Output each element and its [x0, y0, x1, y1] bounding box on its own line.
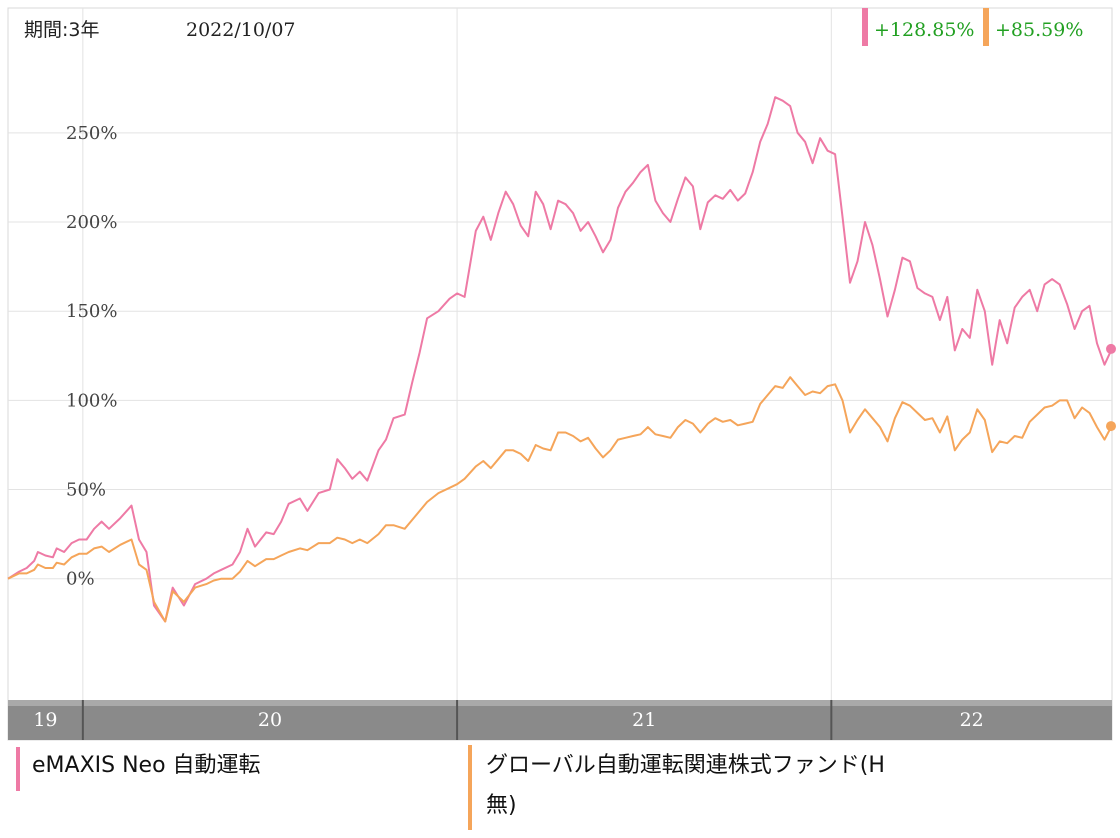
legend-2-name-cont: 無) — [486, 793, 517, 818]
x-tick-label: 22 — [960, 709, 984, 731]
y-tick-label: 200% — [66, 212, 117, 233]
legend-2-name: グローバル自動運転関連株式ファンド(H — [486, 753, 885, 778]
x-tick-label: 19 — [33, 709, 57, 731]
badge-2-value: +85.59% — [995, 19, 1083, 41]
badge-2-marker — [983, 8, 989, 46]
y-tick-label: 150% — [66, 301, 117, 322]
period-label: 期間:3年 — [24, 19, 100, 41]
date-label: 2022/10/07 — [186, 19, 296, 41]
y-tick-label: 0% — [66, 569, 95, 590]
badge-1-value: +128.85% — [874, 19, 974, 41]
series-layer — [7, 96, 1116, 623]
legend-1-name: eMAXIS Neo 自動運転 — [32, 753, 261, 778]
legend-2-label: グローバル自動運転関連株式ファンド(H 無) — [486, 746, 946, 826]
series-line-1 — [7, 96, 1113, 623]
series-end-point-1 — [1106, 343, 1116, 354]
legend-1-marker — [16, 747, 20, 791]
plot-border — [7, 7, 1113, 741]
x-tick-label: 20 — [258, 709, 282, 731]
badge-1-marker — [862, 8, 868, 46]
x-axis-band: 19 20 21 22 — [8, 700, 1112, 740]
y-tick-labels: 0% 50% 100% 150% 200% 250% — [66, 123, 117, 590]
y-tick-label: 100% — [66, 390, 117, 411]
x-axis-band-top-shade — [8, 700, 1112, 706]
y-tick-label: 250% — [66, 123, 117, 144]
grid — [8, 8, 1112, 700]
legend-1-label: eMAXIS Neo 自動運転 — [32, 746, 261, 786]
x-axis-band-bg — [8, 700, 1112, 740]
series-line-2 — [7, 376, 1113, 623]
y-tick-label: 50% — [66, 480, 106, 501]
x-tick-label: 21 — [632, 709, 656, 731]
series-end-point-2 — [1106, 421, 1116, 432]
legend-2-marker — [468, 745, 472, 830]
